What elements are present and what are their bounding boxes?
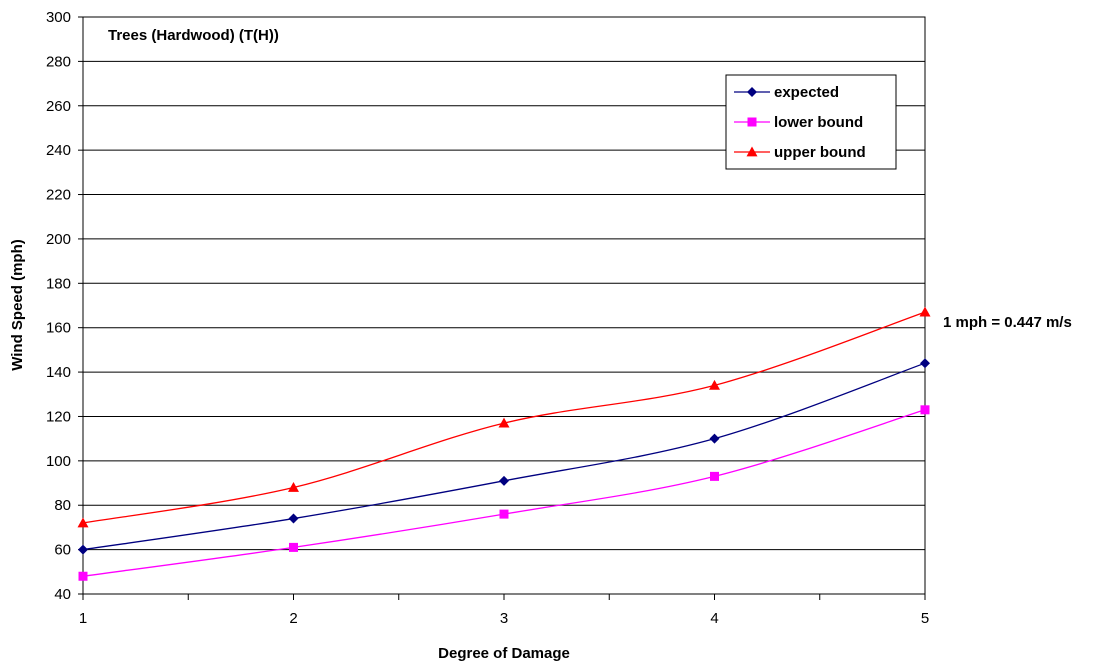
x-tick-label: 4: [710, 610, 718, 627]
data-point-upper-bound: [288, 481, 299, 492]
data-point-lower-bound: [78, 571, 88, 581]
data-point-lower-bound: [289, 542, 298, 552]
series-line-upper-bound: [82, 311, 926, 524]
data-point-lower-bound: [499, 509, 509, 519]
x-tick-label: 2: [289, 610, 297, 627]
y-tick-label: 40: [54, 586, 71, 603]
chart-title: Trees (Hardwood) (T(H)): [108, 27, 279, 44]
y-axis-label: Wind Speed (mph): [9, 239, 26, 371]
y-tick-label: 260: [46, 98, 71, 115]
y-tick-label: 300: [46, 9, 71, 26]
y-tick-label: 240: [46, 142, 71, 159]
data-point-expected: [499, 475, 509, 486]
legend-item-lower-bound: lower bound: [734, 114, 863, 131]
legend-item-expected: expected: [734, 84, 839, 101]
y-tick-label: 200: [46, 231, 71, 248]
unit-annotation: 1 mph = 0.447 m/s: [943, 314, 1072, 331]
series-line-lower-bound: [82, 409, 926, 577]
series-line-expected: [82, 362, 926, 551]
y-tick-label: 100: [46, 453, 71, 470]
y-tick-label: 120: [46, 408, 71, 425]
data-point-lower-bound: [920, 405, 930, 415]
data-point-lower-bound: [710, 471, 719, 481]
y-tick-label: 60: [54, 542, 71, 559]
series-expected: [78, 358, 930, 555]
data-point-expected: [709, 433, 720, 444]
x-axis-label: Degree of Damage: [438, 645, 570, 662]
legend-marker-expected: [747, 87, 757, 97]
data-point-upper-bound: [77, 517, 89, 528]
data-point-expected: [288, 513, 299, 524]
data-point-upper-bound: [709, 379, 720, 390]
y-tick-label: 280: [46, 53, 71, 70]
legend-label-lower-bound: lower bound: [774, 114, 863, 131]
x-tick-label: 5: [921, 610, 929, 627]
legend-item-upper-bound: upper bound: [734, 144, 866, 161]
y-tick-label: 220: [46, 187, 71, 204]
data-point-expected: [78, 544, 88, 555]
y-tick-label: 140: [46, 364, 71, 381]
y-tick-label: 80: [54, 497, 71, 514]
y-tick-label: 180: [46, 275, 71, 292]
legend-marker-upper-bound: [746, 146, 758, 157]
data-point-upper-bound: [919, 306, 931, 317]
series-upper-bound: [77, 306, 931, 528]
legend-marker-lower-bound: [747, 117, 757, 127]
data-point-upper-bound: [498, 417, 510, 428]
data-point-expected: [920, 358, 930, 369]
y-tick-label: 160: [46, 320, 71, 337]
legend: expected lower bound upper bound: [725, 74, 897, 170]
legend-label-upper-bound: upper bound: [774, 144, 866, 161]
x-tick-label: 3: [500, 610, 508, 627]
legend-label-expected: expected: [774, 84, 839, 101]
x-tick-label: 1: [79, 610, 87, 627]
series-lower-bound: [78, 405, 930, 581]
